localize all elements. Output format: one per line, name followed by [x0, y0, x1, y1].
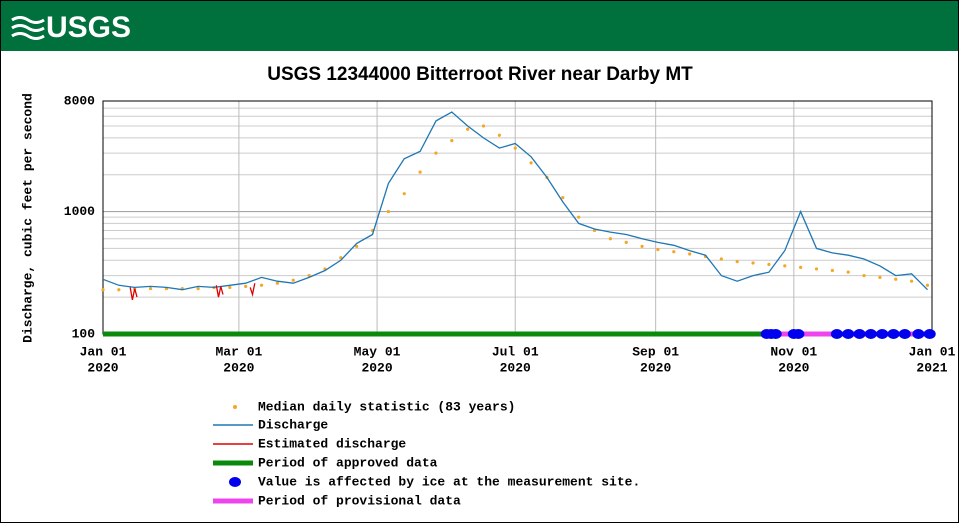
ice-marker	[853, 329, 866, 339]
ice-marker	[876, 329, 889, 339]
legend-label: Period of approved data	[258, 455, 438, 470]
legend-label: Discharge	[258, 417, 328, 432]
median-dot	[259, 283, 264, 287]
ice-marker	[830, 329, 843, 339]
median-dot	[767, 262, 771, 267]
median-dot	[688, 252, 692, 256]
median-dot	[466, 127, 470, 131]
median-dot	[117, 288, 121, 292]
median-dot	[608, 237, 612, 241]
median-dot	[783, 264, 787, 268]
median-dot	[624, 240, 628, 244]
y-axis-label: Discharge, cubic feet per second	[20, 93, 35, 343]
median-dot	[672, 250, 676, 254]
median-dot	[244, 284, 248, 288]
median-dot	[894, 277, 898, 281]
ice-marker	[887, 329, 900, 339]
median-dot	[799, 265, 803, 269]
median-dot	[148, 286, 153, 291]
median-dot	[910, 279, 914, 283]
x-tick-sublabel: 2021	[916, 360, 947, 375]
median-dot	[561, 196, 565, 200]
median-dot	[735, 260, 739, 264]
ice-marker	[923, 329, 936, 339]
x-tick-sublabel: 2020	[361, 360, 392, 375]
legend-symbol	[229, 477, 241, 487]
y-tick-label: 100	[72, 326, 96, 341]
x-tick-label: Jan 01	[909, 344, 956, 359]
x-tick-sublabel: 2020	[500, 360, 531, 375]
median-dot	[656, 247, 660, 252]
median-dot	[751, 261, 755, 265]
estimated-line	[129, 283, 256, 301]
x-tick-label: Jan 01	[80, 344, 127, 359]
median-dot	[355, 244, 359, 248]
median-dot	[862, 273, 866, 278]
x-tick-sublabel: 2020	[223, 360, 254, 375]
median-dot	[814, 267, 819, 271]
median-dot	[830, 268, 834, 273]
x-tick-label: May 01	[354, 344, 401, 359]
median-dot	[386, 209, 390, 214]
x-tick-label: Sep 01	[632, 344, 679, 359]
median-dot	[275, 281, 280, 285]
legend-label: Median daily statistic (83 years)	[258, 399, 515, 414]
median-dot	[925, 283, 930, 287]
y-tick-label: 1000	[64, 204, 95, 219]
median-dot	[196, 286, 200, 291]
median-dot	[846, 270, 850, 274]
median-dot	[529, 161, 533, 165]
median-dot	[101, 288, 105, 292]
x-tick-sublabel: 2020	[778, 360, 809, 375]
median-dot	[640, 244, 644, 248]
median-dot	[418, 170, 422, 174]
x-tick-label: Nov 01	[770, 344, 817, 359]
x-tick-label: Mar 01	[215, 344, 262, 359]
legend-label: Estimated discharge	[258, 436, 406, 451]
ice-marker	[842, 329, 855, 339]
x-tick-sublabel: 2020	[87, 360, 118, 375]
discharge-line	[102, 111, 928, 291]
median-dot	[450, 138, 454, 143]
ice-marker	[912, 329, 925, 339]
legend-label: Value is affected by ice at the measurem…	[258, 474, 640, 489]
median-dot	[291, 278, 295, 282]
chart-title: USGS 12344000 Bitterroot River near Darb…	[267, 64, 693, 85]
median-dot	[228, 285, 232, 290]
x-tick-sublabel: 2020	[640, 360, 671, 375]
median-dot	[434, 151, 438, 155]
median-dot	[402, 192, 406, 196]
legend-symbol	[233, 405, 237, 409]
median-dot	[497, 133, 501, 137]
median-dot	[481, 124, 486, 128]
ice-marker	[864, 329, 877, 339]
median-dot	[577, 215, 581, 219]
median-dot	[719, 257, 723, 261]
x-tick-label: Jul 01	[492, 344, 539, 359]
median-dot	[513, 146, 517, 150]
ice-marker	[898, 329, 911, 339]
logo: USGS	[46, 11, 131, 44]
ice-marker	[769, 329, 782, 339]
median-dot	[878, 275, 882, 279]
y-tick-label: 8000	[64, 93, 95, 108]
legend-label: Period of provisional data	[258, 493, 461, 508]
ice-marker	[792, 329, 805, 339]
header-bar	[1, 1, 958, 51]
logo-icon	[11, 16, 45, 40]
